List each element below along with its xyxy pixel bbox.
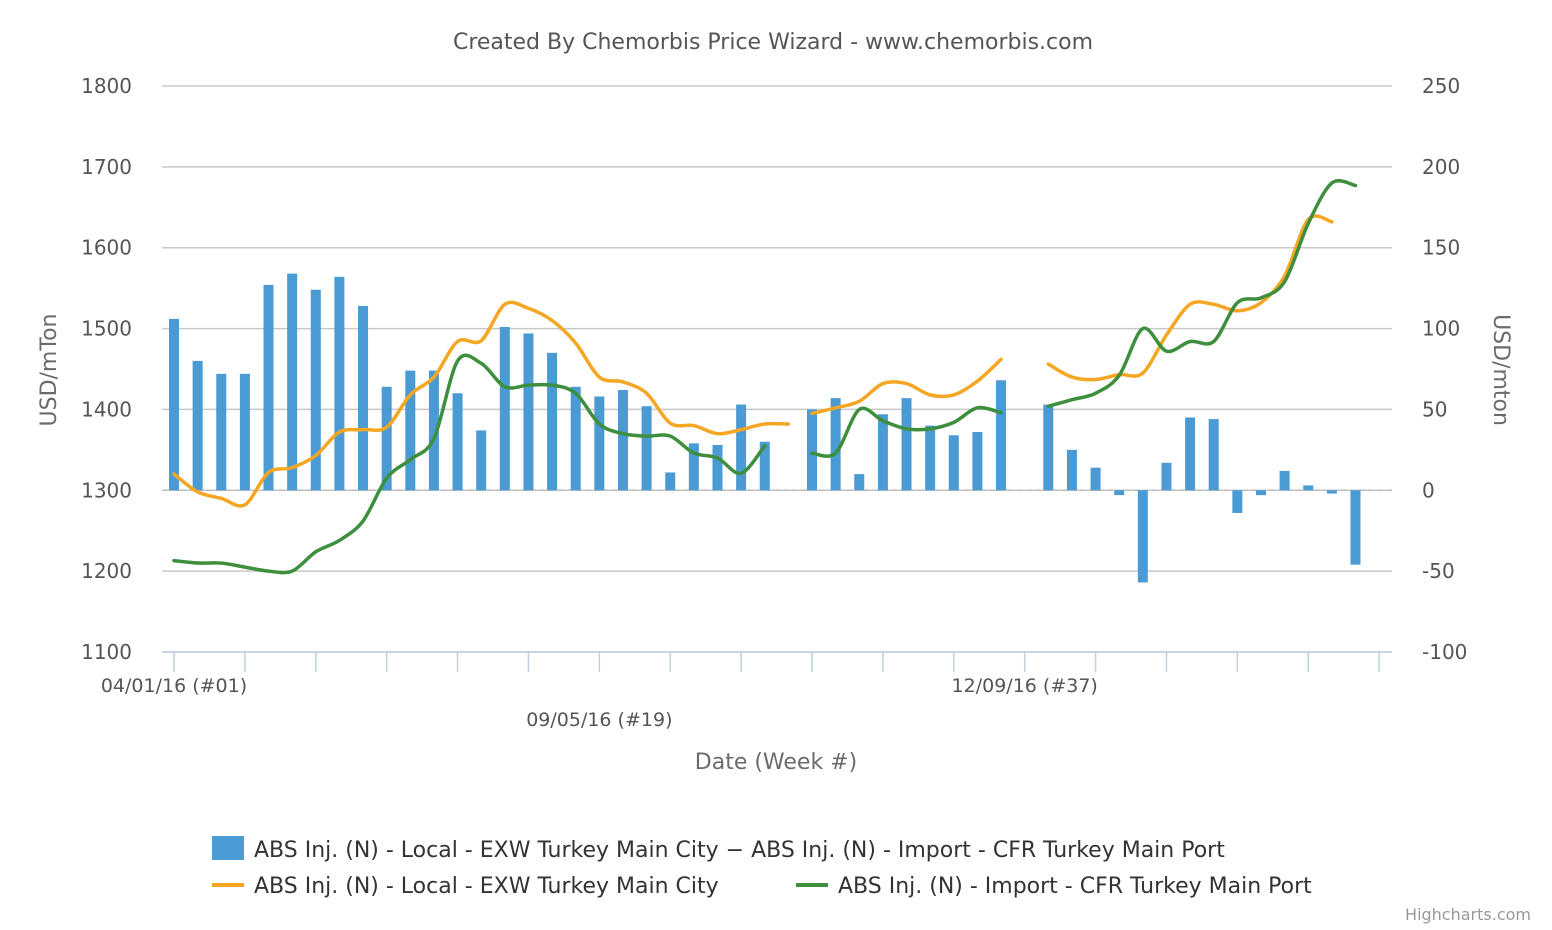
- bar: [499, 326, 510, 491]
- x-axis: 04/01/16 (#01) 09/05/16 (#19) 12/09/16 (#3…: [101, 651, 1392, 731]
- y-tick-left: 1200: [81, 559, 132, 583]
- y-tick-left: 1400: [81, 397, 132, 421]
- y-tick-right: 250: [1422, 74, 1460, 98]
- x-tick-label: 04/01/16 (#01): [101, 675, 247, 697]
- bar: [381, 386, 392, 491]
- bar: [1208, 419, 1219, 491]
- bar: [877, 414, 888, 491]
- left-axis: 1100 1200 1300 1400 1500 1600 1700 1800: [81, 74, 132, 664]
- bar: [192, 360, 203, 491]
- y-tick-right: 150: [1422, 236, 1460, 260]
- bar: [310, 289, 321, 491]
- y-tick-left: 1300: [81, 478, 132, 502]
- bar: [523, 333, 534, 491]
- y-tick-left: 1100: [81, 640, 132, 664]
- bar: [216, 373, 227, 491]
- bar: [1326, 490, 1337, 494]
- bar: [570, 386, 581, 491]
- line-import-cfr: [172, 353, 767, 575]
- y-tick-right: -100: [1422, 640, 1467, 664]
- line-import-cfr: [810, 405, 1003, 458]
- bar: [996, 380, 1007, 491]
- line-series: [172, 179, 1358, 575]
- bar: [263, 284, 274, 491]
- y-tick-right: 50: [1422, 397, 1447, 421]
- bar: [1161, 462, 1172, 491]
- line-local-exw: [172, 300, 791, 508]
- bar: [759, 441, 770, 491]
- y-tick-left: 1500: [81, 317, 132, 341]
- bar: [1303, 485, 1314, 491]
- bar: [1043, 404, 1054, 491]
- bar: [405, 370, 416, 491]
- bar: [358, 305, 369, 491]
- y-tick-right: 100: [1422, 317, 1460, 341]
- y-tick-left: 1800: [81, 74, 132, 98]
- bar: [1114, 490, 1125, 496]
- bar: [688, 443, 699, 491]
- bar: [665, 472, 676, 491]
- line-import-cfr: [1046, 179, 1358, 408]
- bar: [641, 406, 652, 491]
- chart-title: Created By Chemorbis Price Wizard - www.…: [453, 30, 1093, 55]
- legend: ABS Inj. (N) - Local - EXW Turkey Main C…: [212, 836, 1312, 899]
- bar: [1137, 490, 1148, 583]
- line-local-exw: [810, 357, 1003, 416]
- y-tick-left: 1700: [81, 155, 132, 179]
- y-axis-right-title: USD/mton: [1488, 314, 1513, 426]
- bar: [334, 276, 345, 491]
- bar: [1232, 490, 1243, 513]
- bar: [452, 393, 463, 491]
- bar: [1255, 490, 1266, 496]
- bar: [948, 435, 959, 491]
- y-tick-right: -50: [1422, 559, 1455, 583]
- highcharts-credit[interactable]: Highcharts.com: [1405, 905, 1531, 924]
- bar: [547, 352, 558, 491]
- y-axis-left-title: USD/mTon: [37, 314, 62, 427]
- bar: [476, 430, 487, 491]
- bar: [287, 273, 298, 491]
- bar: [617, 390, 628, 491]
- line-local-exw: [1046, 214, 1334, 382]
- bar: [1185, 417, 1196, 491]
- bar: [830, 398, 841, 491]
- bar: [736, 404, 747, 491]
- bar: [169, 318, 179, 491]
- bar: [1350, 490, 1361, 565]
- bar: [854, 474, 865, 491]
- x-tick-label: 09/05/16 (#19): [526, 709, 672, 731]
- x-tick-label: 12/09/16 (#37): [952, 675, 1098, 697]
- bar: [1090, 467, 1101, 491]
- legend-swatch-bars[interactable]: [212, 836, 244, 860]
- right-axis: -100 -50 0 50 100 150 200 250: [1422, 74, 1467, 664]
- bar: [925, 425, 936, 491]
- bar: [972, 432, 983, 491]
- y-tick-left: 1600: [81, 236, 132, 260]
- bar: [428, 370, 439, 491]
- bar: [712, 445, 723, 491]
- bar: [1066, 449, 1077, 491]
- legend-label-import[interactable]: ABS Inj. (N) - Import - CFR Turkey Main …: [838, 874, 1312, 899]
- legend-label-local[interactable]: ABS Inj. (N) - Local - EXW Turkey Main C…: [254, 874, 719, 899]
- x-axis-title: Date (Week #): [695, 750, 857, 775]
- legend-label-bars[interactable]: ABS Inj. (N) - Local - EXW Turkey Main C…: [254, 838, 1225, 863]
- bar: [807, 409, 818, 491]
- y-tick-right: 200: [1422, 155, 1460, 179]
- grid-lines: [162, 85, 1392, 653]
- bar: [1279, 470, 1290, 491]
- bar: [594, 396, 605, 491]
- y-tick-right: 0: [1422, 478, 1435, 502]
- bar: [239, 373, 250, 491]
- bar: [901, 398, 912, 491]
- bar-series: [169, 273, 1361, 583]
